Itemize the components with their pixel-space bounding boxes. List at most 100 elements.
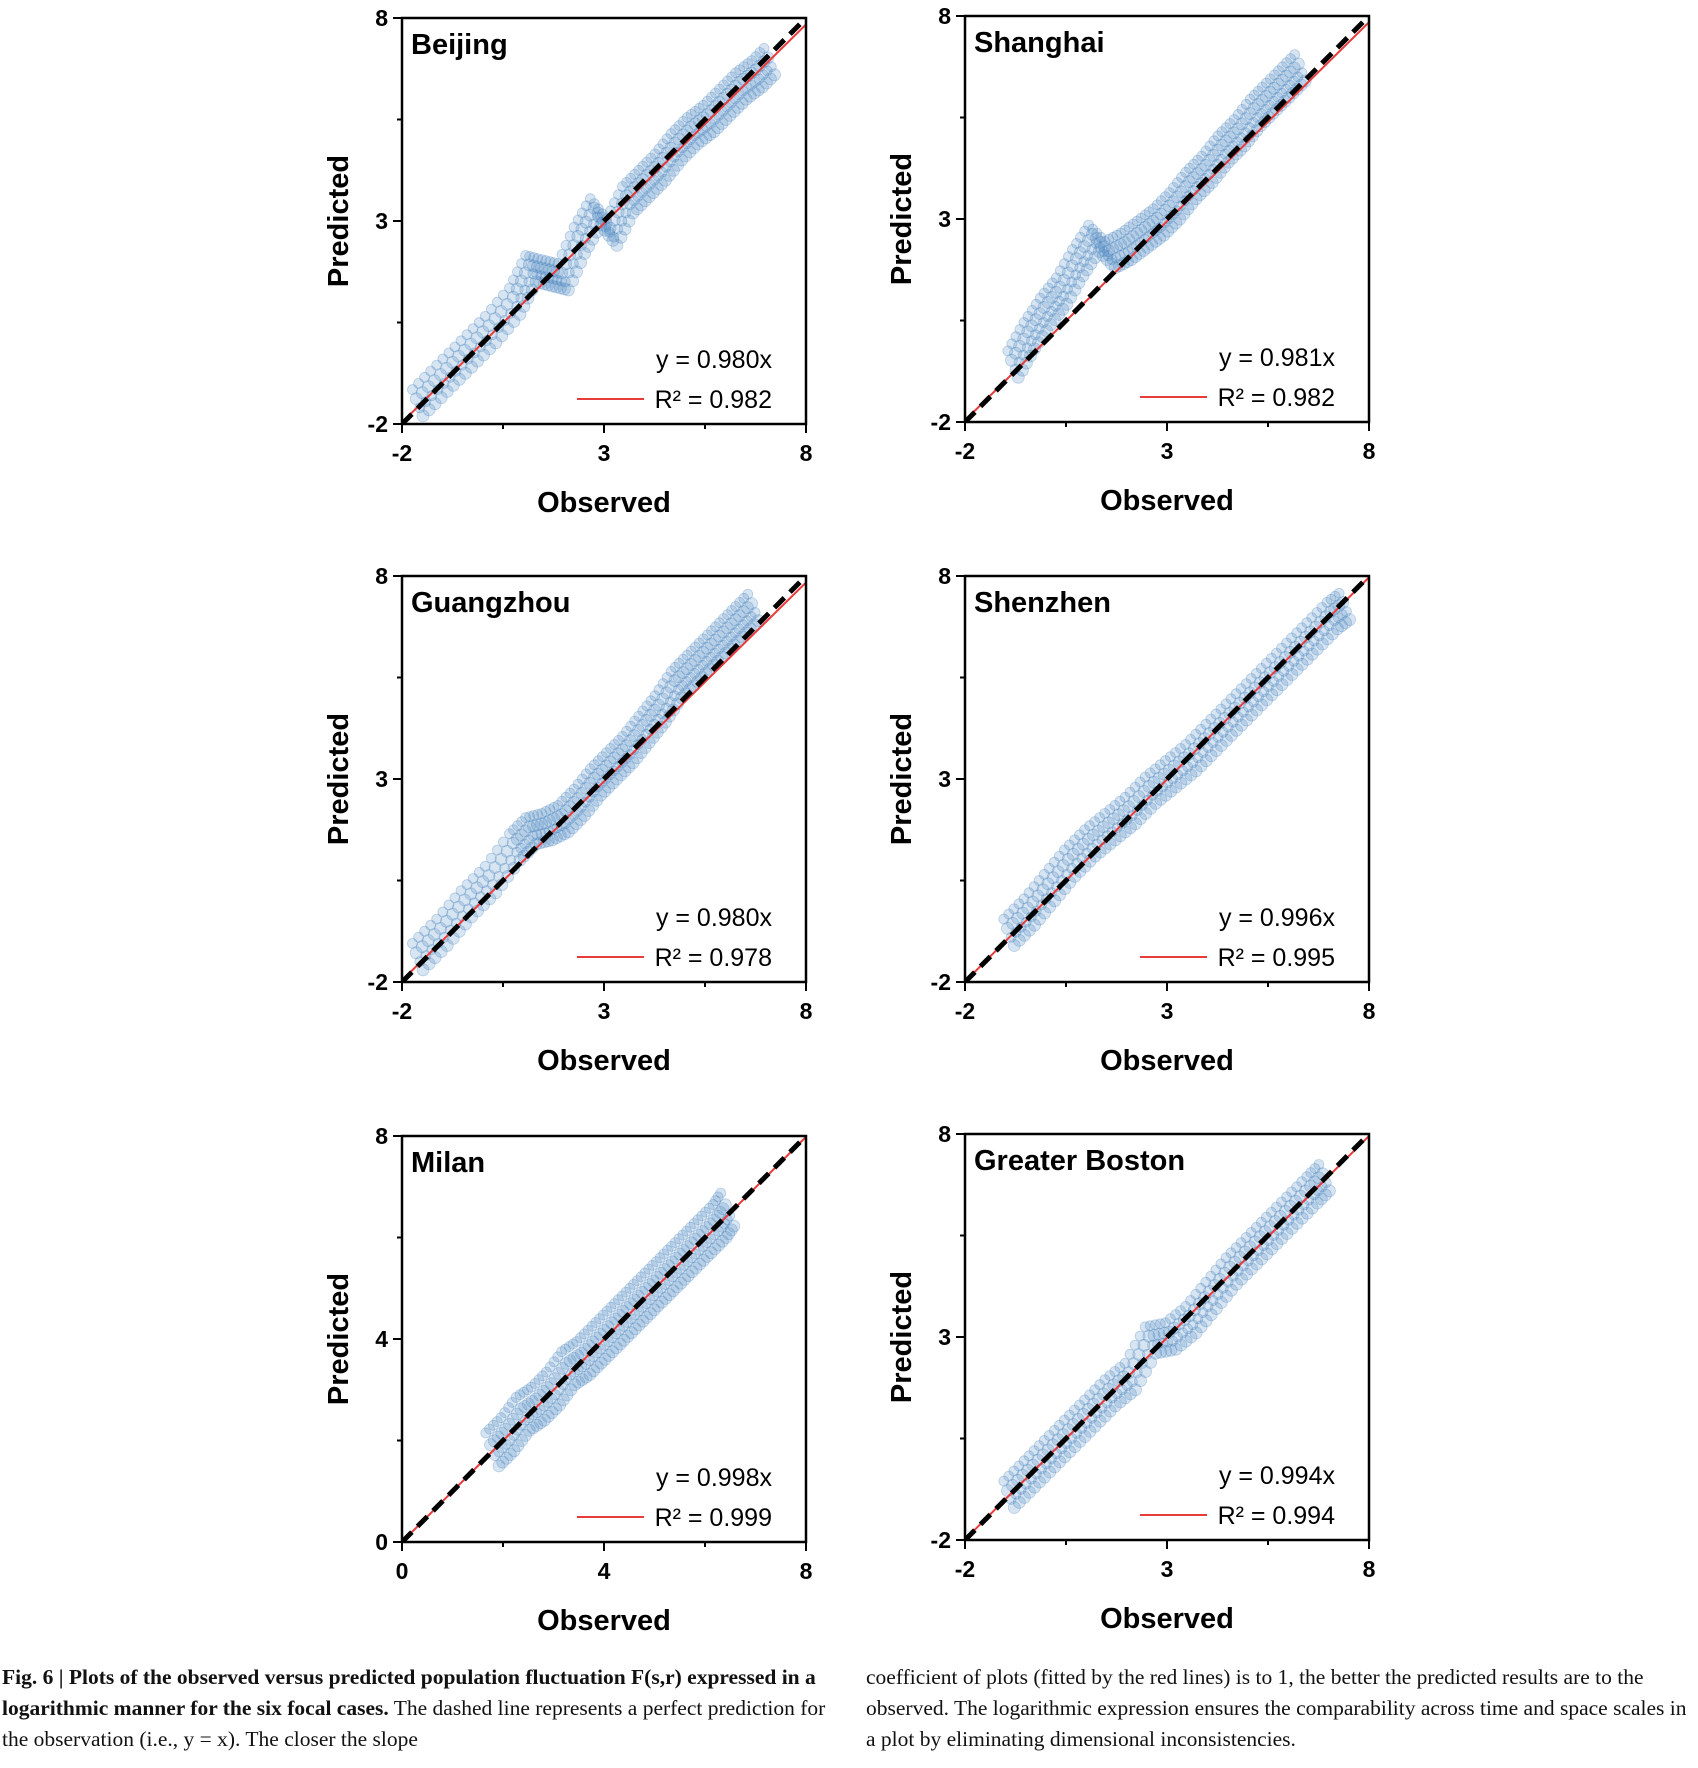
data-point [1094,241,1106,253]
data-point [566,821,579,835]
data-point [1235,117,1249,131]
data-point [510,1392,522,1403]
data-point [1277,61,1288,73]
data-point [523,276,535,288]
data-point [1189,764,1203,778]
data-point [1289,49,1301,60]
data-point [576,207,588,219]
data-point [1341,606,1352,617]
data-point [575,1373,589,1386]
data-point [1310,642,1324,656]
data-point [738,592,750,604]
data-point [1250,1257,1264,1271]
data-point [646,186,660,200]
data-point [1059,844,1070,856]
data-point [716,1234,729,1248]
data-point [565,1369,577,1380]
data-point [514,274,528,288]
data-point [636,719,649,732]
data-point [1142,779,1156,793]
data-point [648,703,661,717]
data-point [1296,1176,1308,1188]
data-point [431,359,443,371]
data-point [1079,824,1090,836]
data-point [491,1416,503,1427]
x-axis-title: Observed [1100,1603,1234,1635]
data-point [552,800,564,811]
data-point [1165,1313,1176,1325]
data-point [1054,265,1066,277]
data-point [1182,175,1196,189]
data-point [1286,1186,1297,1198]
data-point [1235,683,1247,695]
data-point [1043,862,1055,874]
data-point [1022,310,1034,322]
data-point [576,773,588,785]
data-point [660,686,674,700]
data-point [1281,1191,1292,1203]
data-point [1281,637,1292,649]
data-point [722,609,733,620]
data-point [1119,224,1131,236]
data-point [1050,300,1061,312]
data-point [595,763,609,777]
data-point [610,238,624,252]
data-point [504,828,515,840]
data-point [1073,1435,1087,1448]
data-point [547,812,560,826]
data-point [1172,1331,1184,1343]
data-point [656,692,670,706]
data-point [604,226,616,238]
data-point [1250,1222,1262,1233]
chart-panel-5: 0 4 8 0 4 8 Observed Predicted Milan y = 0.998x R²… [323,1123,813,1637]
fit-r2: R² = 0.982 [1218,384,1335,412]
data-point [523,834,535,846]
data-point [635,1271,647,1283]
data-point [619,739,633,753]
data-point [685,1221,696,1233]
data-point [1298,645,1310,657]
data-point [708,633,722,647]
data-point [1174,776,1188,790]
data-point [1129,781,1141,793]
data-point [1175,1305,1186,1316]
data-point [1275,73,1289,87]
data-point [1041,877,1055,891]
data-point [623,734,637,747]
data-point [479,860,491,872]
y-tick-label: -2 [931,409,951,435]
fit-equation: y = 0.981x [1219,344,1336,372]
data-point [1110,240,1123,254]
data-point [562,283,575,297]
x-tick-label: -2 [392,998,412,1024]
data-point [1054,295,1065,307]
data-point [750,51,762,62]
data-point [1158,203,1172,217]
data-point [662,1244,673,1256]
data-point [1066,847,1080,861]
data-point [1018,928,1031,942]
data-point [592,755,604,767]
data-point [1192,1313,1204,1325]
data-point [650,182,664,195]
data-point [434,391,448,405]
data-point [1328,615,1340,627]
data-point [494,305,508,318]
data-point [531,818,544,832]
data-point [491,844,503,856]
y-tick-label: -2 [368,969,388,995]
data-point [693,1257,707,1271]
data-point [1006,916,1019,930]
data-point [1107,231,1119,243]
fit-r2: R² = 0.999 [655,1504,772,1532]
data-point [715,117,729,130]
data-point [495,329,509,343]
data-point [1099,808,1111,819]
chart-panel-2: -2 3 8 -2 3 8 Observed Predicted Shanghai y = 0.9… [886,3,1376,517]
data-point [1169,1342,1183,1356]
data-point [1224,118,1236,129]
data-point [553,1398,566,1412]
data-point [711,121,725,134]
data-point [500,844,514,858]
data-point [554,829,567,843]
